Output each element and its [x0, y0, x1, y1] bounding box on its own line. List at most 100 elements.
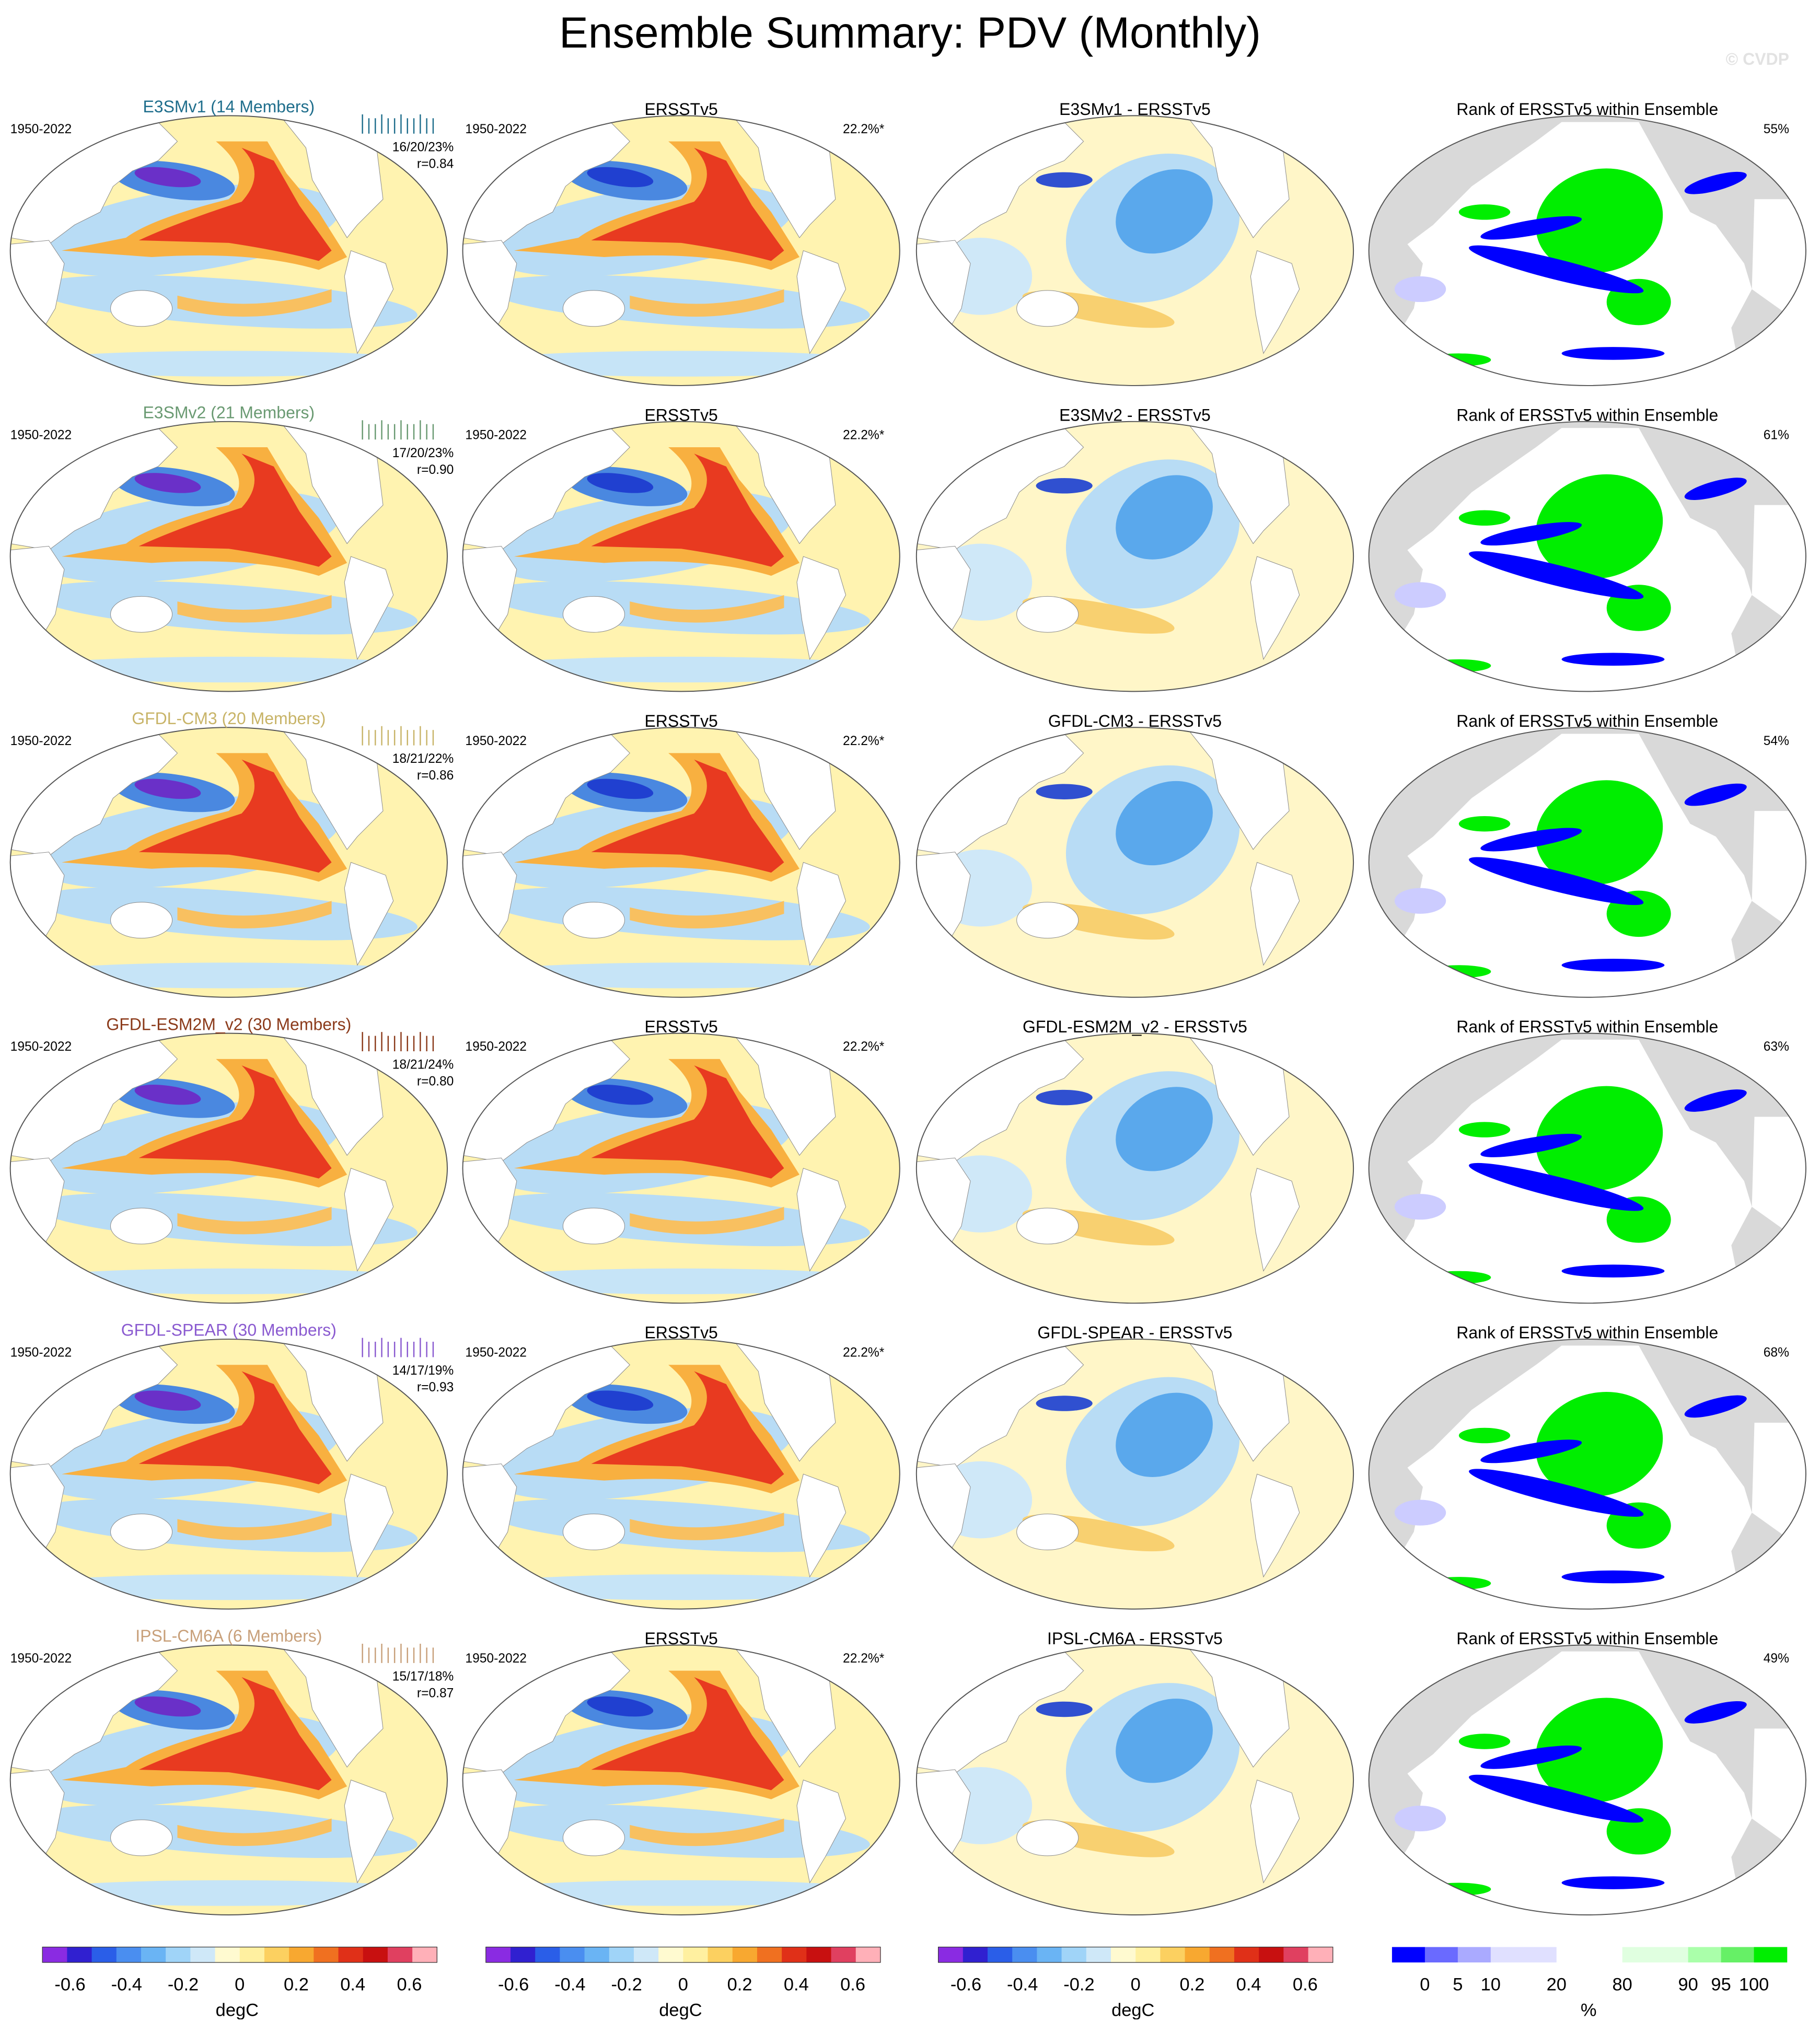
- colorbar-tick-label: 100: [1739, 1974, 1769, 1994]
- map: [916, 727, 1354, 997]
- colorbar-segment: [1086, 1947, 1111, 1963]
- anomaly: [138, 759, 332, 873]
- anomaly: [1116, 1087, 1213, 1171]
- colorbar-segment: [510, 1947, 536, 1963]
- rank-area: [1480, 1439, 1582, 1463]
- colorbar-segment: [1424, 1947, 1458, 1963]
- obs-period: 1950-2022: [465, 122, 527, 136]
- rank-area: [1394, 1500, 1446, 1526]
- colorbar-segment: [485, 1947, 511, 1963]
- land: [1250, 556, 1300, 660]
- obs-period: 1950-2022: [465, 1040, 527, 1054]
- colorbar-segment: [1655, 1947, 1689, 1963]
- rank-area: [1480, 1134, 1582, 1157]
- colorbar-segment: [1688, 1947, 1722, 1963]
- map: [462, 421, 900, 692]
- map: [462, 1339, 900, 1609]
- diff-title: IPSL-CM6A - ERSSTv5: [1047, 1629, 1223, 1648]
- rank-area: [1684, 783, 1747, 806]
- colorbar-segment: [338, 1947, 364, 1963]
- rank-area: [1458, 1734, 1511, 1749]
- rank-area: [1458, 510, 1511, 526]
- map: [916, 115, 1354, 386]
- colorbar-tick-label: 0.4: [1236, 1974, 1261, 1994]
- rank-area: [1561, 347, 1665, 360]
- anomaly: [469, 1574, 894, 1600]
- pattern-correlation: r=0.80: [417, 1075, 454, 1089]
- map-border: [1368, 1032, 1806, 1304]
- colorbar-tick-label: 0.2: [727, 1974, 752, 1994]
- colorbar-segment: [988, 1947, 1013, 1963]
- anomaly: [1036, 1396, 1093, 1411]
- map: [1369, 727, 1806, 997]
- colorbar-segment: [1061, 1947, 1087, 1963]
- colorbar-segment: [1209, 1947, 1235, 1963]
- rank-area: [1469, 1163, 1644, 1211]
- map: [916, 1033, 1354, 1304]
- colorbar-tick-label: 5: [1453, 1974, 1463, 1994]
- colorbar-tick-label: -0.6: [54, 1974, 85, 1994]
- diff-title: GFDL-SPEAR - ERSSTv5: [1037, 1323, 1232, 1342]
- colorbar-unit: degC: [216, 2001, 259, 2019]
- land: [344, 556, 394, 660]
- anomaly: [469, 351, 894, 377]
- land: [1250, 1168, 1300, 1272]
- colorbar-segment: [190, 1947, 216, 1963]
- colorbar-tick-label: 10: [1481, 1974, 1501, 1994]
- colorbar-tick-label: 0: [1420, 1974, 1430, 1994]
- colorbar-segment: [1185, 1947, 1210, 1963]
- colorbar-tick-label: 0: [678, 1974, 688, 1994]
- model-title: GFDL-CM3 (20 Members): [132, 709, 326, 728]
- map-panel: [9, 1339, 448, 1610]
- rank-area: [1684, 1701, 1747, 1724]
- colorbar-segment: [1160, 1947, 1186, 1963]
- map-panel: [9, 1644, 448, 1916]
- anomaly: [177, 1513, 332, 1540]
- land: [562, 290, 625, 327]
- land: [344, 1473, 394, 1578]
- map: [10, 727, 447, 997]
- colorbar-tick-label: -0.6: [950, 1974, 981, 1994]
- colorbar-segment: [215, 1947, 240, 1963]
- rank-area: [1394, 1805, 1446, 1832]
- anomaly: [469, 962, 894, 989]
- land: [110, 1207, 173, 1245]
- colorbar-segment: [535, 1947, 561, 1963]
- rank-area: [1536, 474, 1663, 579]
- ocean: [1752, 1117, 1806, 1246]
- anomaly: [469, 1268, 894, 1294]
- anomaly: [16, 962, 441, 989]
- diff-title: GFDL-ESM2M_v2 - ERSSTv5: [1023, 1017, 1247, 1036]
- rank-pct: 63%: [1764, 1040, 1789, 1054]
- pattern-correlation: r=0.84: [417, 157, 454, 171]
- colorbar-segment: [1110, 1947, 1136, 1963]
- colorbar-tick-label: 90: [1678, 1974, 1698, 1994]
- land: [344, 1168, 394, 1272]
- colorbar-segment: [757, 1947, 782, 1963]
- colorbar-segment: [1392, 1947, 1425, 1963]
- colorbar-tick-label: -0.4: [1007, 1974, 1038, 1994]
- colorbar-segment: [116, 1947, 142, 1963]
- colorbar-tick-label: 0.2: [284, 1974, 309, 1994]
- colorbar-tick-label: 0: [235, 1974, 245, 1994]
- rank-area: [1480, 1745, 1582, 1769]
- rank-pct: 68%: [1764, 1346, 1789, 1360]
- colorbar-segment: [412, 1947, 438, 1963]
- obs-title: ERSSTv5: [644, 1629, 717, 1648]
- anomaly: [134, 167, 201, 188]
- anomaly: [1116, 169, 1213, 254]
- land: [796, 1780, 847, 1884]
- model-stats: 14/17/19%: [392, 1364, 454, 1378]
- rank-area: [1480, 216, 1582, 240]
- map-panel: [9, 1032, 448, 1304]
- rank-area: [1458, 816, 1511, 832]
- model-stats: 18/21/24%: [392, 1058, 454, 1072]
- anomaly: [16, 1574, 441, 1600]
- anomaly: [587, 778, 654, 799]
- rank-area: [1561, 653, 1665, 666]
- rank-area: [1561, 1876, 1665, 1889]
- land: [110, 1514, 173, 1550]
- colorbar-tick-label: 0.6: [840, 1974, 865, 1994]
- figure-title: Ensemble Summary: PDV (Monthly): [559, 8, 1261, 57]
